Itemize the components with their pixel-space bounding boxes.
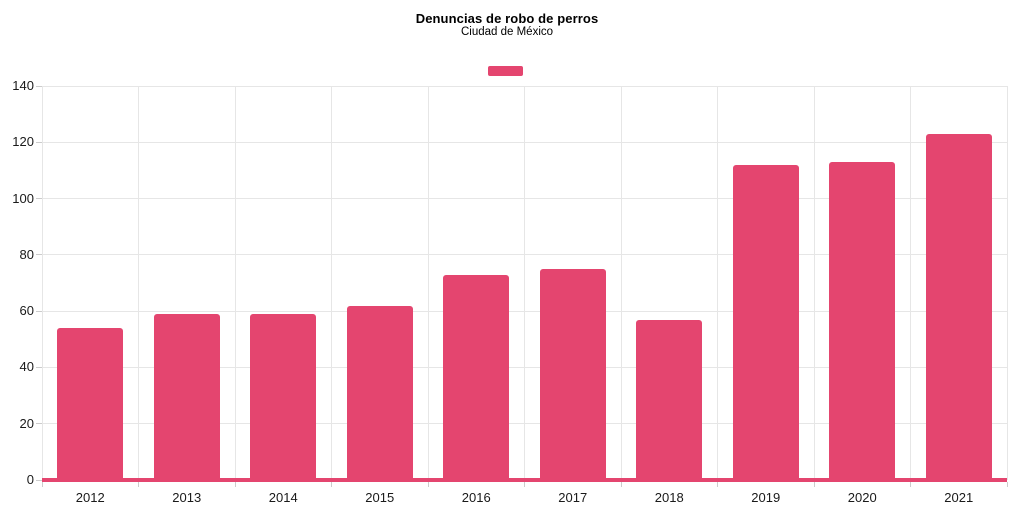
v-gridline — [813, 86, 815, 480]
x-axis-tick — [41, 482, 43, 487]
v-gridline — [717, 86, 718, 480]
x-axis-tick — [524, 482, 525, 487]
x-axis-tick — [620, 482, 622, 487]
x-tick-label: 2012 — [75, 490, 105, 505]
x-axis-tick — [910, 482, 911, 487]
chart-title: Denuncias de robo de perros — [415, 11, 599, 26]
bar-2016[interactable] — [443, 274, 510, 480]
bar-2019[interactable] — [732, 164, 799, 480]
x-tick-label: 2019 — [751, 490, 781, 505]
x-axis-tick — [717, 482, 718, 487]
y-axis-tick — [36, 310, 42, 312]
x-axis-tick — [331, 482, 332, 487]
v-gridline — [234, 86, 236, 480]
y-axis-tick — [36, 141, 42, 143]
y-tick-label: 60 — [19, 303, 34, 319]
v-gridline — [1006, 86, 1008, 480]
bar-2014[interactable] — [250, 313, 317, 480]
legend[interactable] — [488, 66, 523, 76]
bar-2013[interactable] — [153, 313, 220, 480]
bar-2018[interactable] — [636, 319, 703, 480]
x-axis-tick — [138, 482, 139, 487]
x-tick-label: 2013 — [172, 490, 202, 505]
x-axis-tick — [1006, 482, 1008, 487]
x-axis-tick — [234, 482, 236, 487]
v-gridline — [138, 86, 139, 480]
chart-subtitle: Ciudad de México — [460, 26, 554, 38]
x-axis-tick — [427, 482, 429, 487]
x-tick-label: 2015 — [365, 490, 395, 505]
x-tick-label: 2016 — [461, 490, 491, 505]
x-axis-tick — [813, 482, 815, 487]
y-axis-tick — [36, 254, 42, 256]
y-tick-label: 20 — [19, 415, 34, 431]
bar-2012[interactable] — [57, 328, 124, 480]
legend-swatch-icon[interactable] — [488, 66, 523, 76]
y-tick-label: 0 — [26, 472, 34, 487]
bar-2020[interactable] — [829, 161, 896, 480]
x-tick-label: 2017 — [558, 490, 588, 505]
y-tick-label: 120 — [12, 134, 34, 150]
y-axis-tick — [36, 366, 42, 368]
y-axis-tick — [36, 198, 42, 200]
y-tick-label: 80 — [19, 246, 34, 262]
y-tick-label: 100 — [12, 190, 34, 206]
y-axis-tick — [36, 85, 42, 87]
y-tick-label: 140 — [12, 78, 34, 93]
x-tick-label: 2021 — [944, 490, 974, 505]
y-axis-tick — [36, 423, 42, 425]
x-tick-label: 2014 — [268, 490, 298, 505]
v-gridline — [427, 86, 429, 480]
v-gridline — [41, 86, 43, 480]
y-tick-label: 40 — [19, 359, 34, 375]
x-axis-line — [42, 478, 1007, 482]
bar-2021[interactable] — [925, 133, 992, 480]
v-gridline — [910, 86, 911, 480]
bar-2017[interactable] — [539, 268, 606, 480]
v-gridline — [620, 86, 622, 480]
v-gridline — [331, 86, 332, 480]
bar-2015[interactable] — [346, 305, 413, 480]
x-tick-label: 2018 — [654, 490, 684, 505]
x-tick-label: 2020 — [847, 490, 877, 505]
v-gridline — [524, 86, 525, 480]
y-axis-tick — [36, 479, 42, 481]
